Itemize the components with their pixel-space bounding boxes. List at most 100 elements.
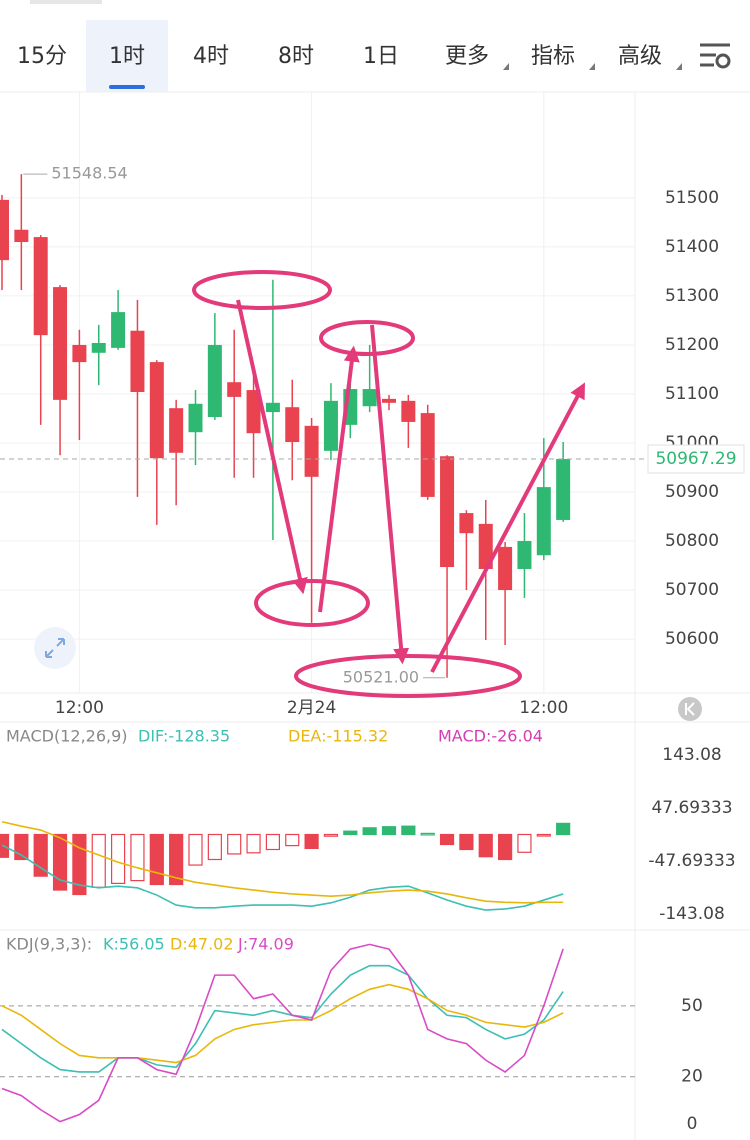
y-tick-label: -143.08 [659, 904, 725, 924]
candle-body [53, 287, 68, 400]
y-tick-label: 51100 [665, 384, 719, 404]
macd-bar [207, 833, 222, 861]
macd-bar [381, 826, 397, 836]
legend-entry: MACD:-26.04 [438, 727, 543, 746]
candle-body [478, 523, 493, 569]
y-tick-label: 50800 [665, 531, 719, 551]
candle-body [517, 541, 532, 569]
candle-body [0, 199, 9, 261]
annotations [192, 270, 585, 698]
y-tick-label: 51200 [665, 335, 719, 355]
macd-line [1, 844, 564, 911]
kdj-chart: 0 20 50 KDJ(9,3,3): K:56.05 D:47.02 J:74.09 [0, 935, 703, 1134]
macd-line [1, 820, 564, 904]
candle-body [362, 389, 377, 407]
candle-body [401, 400, 416, 422]
candle-body [323, 400, 338, 451]
tab[interactable]: 1时 [109, 44, 145, 69]
y-tick-label: 50 [681, 996, 703, 1016]
candle-body [33, 237, 48, 336]
macd-bar [169, 833, 184, 886]
tab[interactable]: 1日 [363, 44, 399, 69]
kdj-line [1, 964, 564, 1073]
macd-bar [110, 833, 126, 884]
tab-selected-bg [86, 20, 168, 92]
expand-button[interactable] [34, 627, 76, 669]
reset-button[interactable] [678, 697, 702, 721]
macd-bar [343, 830, 358, 836]
candle-body [169, 408, 184, 453]
kdj-line [1, 943, 564, 1123]
candle-body [498, 546, 513, 591]
tab[interactable]: 8时 [278, 44, 314, 69]
y-tick-label: 143.08 [662, 745, 721, 765]
tab[interactable]: 4时 [193, 44, 229, 69]
y-tick-label: 20 [681, 1067, 703, 1087]
macd-bar [459, 833, 474, 851]
candle-body [111, 312, 126, 348]
candle-body [265, 402, 280, 413]
y-tick-label: 50700 [665, 580, 719, 600]
candle-body [440, 456, 455, 568]
last-price-box [647, 444, 745, 474]
macd-bar [246, 833, 261, 854]
macd-bar [188, 833, 203, 866]
y-tick-label: 51400 [665, 237, 719, 257]
candle-body [304, 425, 319, 477]
candle-body [130, 330, 145, 393]
macd-bar [91, 833, 106, 888]
macd-bar [285, 833, 300, 847]
tab-underline [109, 85, 145, 89]
candle-body [246, 390, 261, 434]
x-tick-label: 2月24 [287, 698, 336, 718]
macd-chart: -143.08 -47.69333 47.69333 143.08 MACD(12,26… [0, 727, 736, 924]
candle-body [14, 229, 29, 243]
legend-entry: DEA:-115.32 [288, 727, 388, 746]
macd-bar [323, 833, 339, 837]
macd-bar [149, 833, 164, 886]
macd-bar [478, 833, 493, 858]
macd-bar [130, 833, 145, 882]
candle-body [285, 407, 300, 443]
macd-bar [265, 833, 280, 851]
candle-body [420, 413, 435, 497]
macd-bar [362, 827, 377, 836]
panel-title: KDJ(9,3,3): [6, 935, 92, 954]
macd-bar [227, 833, 242, 855]
candle-body [536, 487, 551, 556]
dropdown-triangle [589, 63, 595, 70]
dropdown-triangle [503, 63, 509, 70]
candle-body [227, 382, 242, 397]
tab[interactable]: 高级 [618, 44, 662, 69]
top-handle [30, 0, 102, 4]
kdj-line [1, 983, 564, 1064]
dropdown-triangle [676, 63, 682, 70]
macd-bar [420, 832, 435, 836]
tab[interactable]: 指标 [531, 44, 575, 69]
tab[interactable]: 15分 [17, 44, 67, 69]
macd-bar [498, 833, 513, 861]
tab-bar: 15分 1时 4时 8时 1日 更多 指标 高级 [17, 20, 682, 92]
legend-entry: D:47.02 [170, 935, 234, 954]
macd-bar [556, 822, 571, 836]
x-tick-label: 12:00 [55, 698, 104, 718]
y-tick-label: 51500 [665, 188, 719, 208]
y-tick-label: -47.69333 [648, 851, 735, 871]
settings-icon[interactable] [700, 43, 731, 69]
candle-body [91, 342, 106, 353]
macd-bar [439, 833, 455, 846]
dividers [0, 91, 750, 1140]
panel-title: MACD(12,26,9) [6, 727, 128, 746]
tab[interactable]: 更多 [445, 44, 489, 69]
candle-body [382, 398, 396, 403]
candle-body [188, 403, 203, 433]
candle-body [207, 344, 222, 418]
legend-entry: DIF:-128.35 [138, 727, 230, 746]
min-price-label: 50521.00 [343, 667, 419, 686]
macd-bar [536, 833, 551, 837]
y-tick-label: 0 [687, 1114, 698, 1134]
y-tick-label: 51300 [665, 286, 719, 306]
candle-body [459, 513, 474, 534]
